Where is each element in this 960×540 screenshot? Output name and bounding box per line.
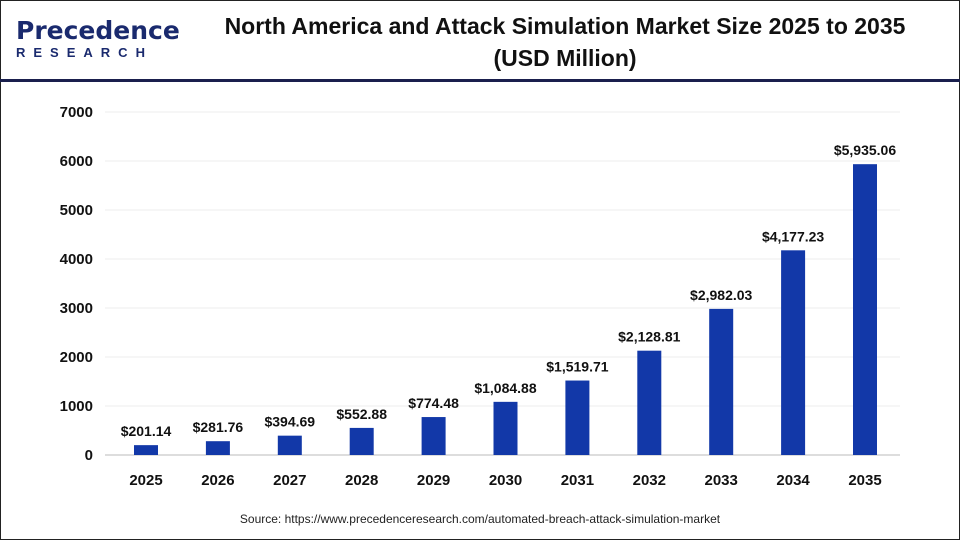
x-tick-label: 2027 <box>273 472 306 489</box>
header-divider <box>0 79 960 82</box>
x-tick-label: 2029 <box>417 472 450 489</box>
y-tick-label: 6000 <box>60 153 93 170</box>
data-label: $2,128.81 <box>618 329 680 345</box>
x-tick-label: 2031 <box>561 472 594 489</box>
data-label: $552.88 <box>336 406 387 422</box>
y-tick-label: 5000 <box>60 202 93 219</box>
logo-subtext: RESEARCH <box>16 45 153 60</box>
data-label: $4,177.23 <box>762 228 824 244</box>
y-tick-label: 4000 <box>60 251 93 268</box>
x-tick-label: 2028 <box>345 472 378 489</box>
y-tick-label: 7000 <box>60 104 93 121</box>
logo: Precedence RESEARCH <box>16 16 180 66</box>
bar <box>349 427 374 455</box>
bar <box>421 417 446 455</box>
y-tick-label: 0 <box>85 447 93 464</box>
data-label: $201.14 <box>121 423 172 439</box>
x-tick-label: 2025 <box>129 472 162 489</box>
bar <box>637 350 662 455</box>
x-tick-label: 2032 <box>633 472 666 489</box>
y-tick-label: 2000 <box>60 349 93 366</box>
x-tick-label: 2034 <box>776 472 810 489</box>
chart-title: North America and Attack Simulation Mark… <box>185 10 945 74</box>
y-tick-label: 3000 <box>60 300 93 317</box>
source-note: Source: https://www.precedenceresearch.c… <box>239 512 721 526</box>
x-tick-label: 2035 <box>848 472 881 489</box>
data-label: $1,519.71 <box>546 359 608 375</box>
x-tick-label: 2030 <box>489 472 522 489</box>
bar <box>205 441 230 455</box>
bar <box>781 250 806 455</box>
bar <box>493 401 518 455</box>
x-tick-label: 2026 <box>201 472 234 489</box>
title-line-1: North America and Attack Simulation Mark… <box>224 13 906 39</box>
data-label: $2,982.03 <box>690 287 752 303</box>
y-tick-label: 1000 <box>60 398 93 415</box>
bar <box>134 445 158 455</box>
x-tick-label: 2033 <box>705 472 738 489</box>
title-line-2: (USD Million) <box>493 45 637 71</box>
logo-text: Precedence <box>16 16 180 45</box>
bar <box>709 308 734 455</box>
bar <box>853 164 877 455</box>
data-label: $281.76 <box>193 419 244 435</box>
data-label: $5,935.06 <box>834 142 896 158</box>
data-label: $774.48 <box>408 395 459 411</box>
data-label: $1,084.88 <box>474 380 536 396</box>
data-label: $394.69 <box>264 414 315 430</box>
bar <box>277 435 302 455</box>
bar <box>565 380 590 455</box>
